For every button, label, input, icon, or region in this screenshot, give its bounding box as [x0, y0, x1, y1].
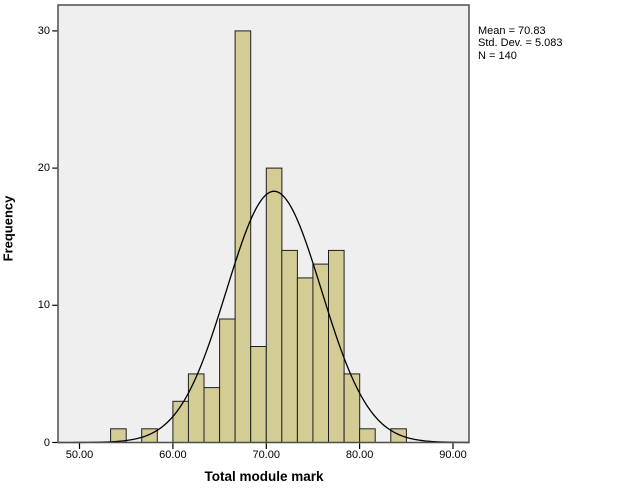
- x-tick-label: 50.00: [65, 449, 94, 461]
- y-axis-title: Frequency: [0, 195, 16, 262]
- histogram-bar: [359, 428, 376, 443]
- y-tick-label: 20: [37, 162, 50, 175]
- histogram-bar: [343, 373, 361, 443]
- histogram-bar: [265, 167, 283, 443]
- stats-n: N = 140: [478, 49, 517, 62]
- histogram-bar: [296, 277, 314, 443]
- stats-mean: Mean = 70.83: [478, 25, 546, 37]
- y-tick-label: 30: [37, 24, 50, 37]
- stats-stddev: Std. Dev. = 5.083: [478, 37, 563, 50]
- plot-frame: [57, 4, 470, 444]
- y-tick-label: 10: [37, 299, 50, 312]
- histogram-bar: [141, 428, 158, 443]
- x-tick-label: 80.00: [345, 449, 374, 461]
- histogram-bar: [312, 263, 329, 443]
- x-axis-title: Total module mark: [204, 469, 324, 484]
- y-tick-label: 0: [43, 436, 50, 449]
- histogram-bar: [390, 428, 407, 443]
- histogram-bar: [234, 30, 252, 444]
- histogram-bar: [203, 387, 221, 444]
- histogram-bar: [250, 346, 267, 443]
- histogram-bar: [328, 249, 345, 443]
- histogram-bar: [219, 318, 236, 443]
- histogram-bar: [281, 249, 298, 443]
- x-tick-label: 70.00: [252, 449, 281, 461]
- normal-curve: [58, 190, 469, 444]
- stats-annotation: Mean = 70.83 Std. Dev. = 5.083 N = 140: [478, 25, 563, 62]
- histogram-bar: [187, 373, 205, 443]
- x-tick-label: 90.00: [439, 449, 467, 461]
- histogram-bar: [172, 400, 189, 443]
- x-tick-label: 60.00: [159, 449, 187, 461]
